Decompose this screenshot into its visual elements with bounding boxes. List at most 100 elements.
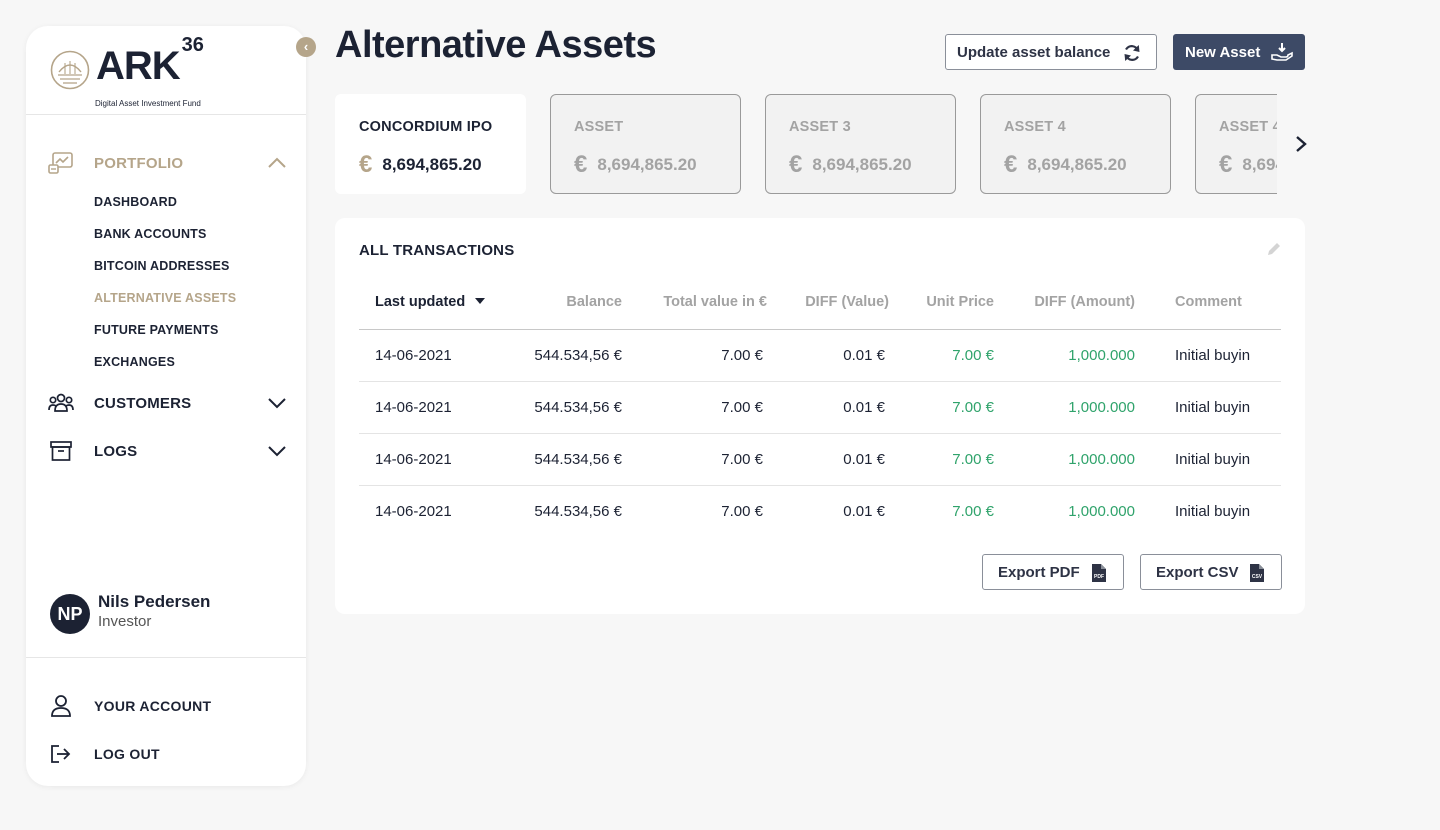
asset-card[interactable]: ASSET 3 €8,694,865.20 [765,94,956,194]
table-row[interactable]: 14-06-2021 544.534,56 € 7.00 € 0.01 € 7.… [359,382,1281,434]
asset-card-value: €8,694,865.20 [359,151,482,178]
cell-unit-price: 7.00 € [952,451,994,468]
chevron-right-icon[interactable] [1290,133,1312,155]
cell-diff-amount: 1,000.000 [1068,347,1135,364]
asset-card[interactable]: CONCORDIUM IPO €8,694,865.20 [335,94,526,194]
chevron-down-icon [268,446,286,457]
cell-date: 14-06-2021 [375,451,452,468]
logo-superscript: 36 [181,33,204,56]
cell-balance: 544.534,56 € [534,347,622,364]
page-title: Alternative Assets [335,24,657,66]
cell-diff-value: 0.01 € [843,451,885,468]
table-row[interactable]: 14-06-2021 544.534,56 € 7.00 € 0.01 € 7.… [359,486,1281,538]
column-header-balance[interactable]: Balance [566,294,622,310]
chevron-left-icon: ‹ [303,39,309,54]
export-pdf-button[interactable]: Export PDF PDF [982,554,1124,590]
sidebar-collapse-button[interactable]: ‹ [296,37,316,57]
sidebar-divider [26,114,306,115]
asset-card-value: €8,694,865.20 [1219,151,1277,178]
column-header-diff-value[interactable]: DIFF (Value) [805,294,889,310]
cell-total-value: 7.00 € [721,503,763,520]
sidebar-divider [26,657,306,658]
log-out-label: LOG OUT [94,746,160,762]
table-row[interactable]: 14-06-2021 544.534,56 € 7.00 € 0.01 € 7.… [359,330,1281,382]
cell-diff-value: 0.01 € [843,399,885,416]
asset-card[interactable]: ASSET 4 €8,694,865.20 [1195,94,1277,194]
transactions-panel: ALL TRANSACTIONS Last updated Balance To… [335,218,1305,614]
asset-card-name: ASSET 3 [789,119,851,135]
export-csv-label: Export CSV [1156,563,1239,581]
row-divider [359,485,1281,486]
cell-balance: 544.534,56 € [534,451,622,468]
cell-diff-amount: 1,000.000 [1068,451,1135,468]
logo-tagline: Digital Asset Investment Fund [95,99,201,108]
asset-card[interactable]: ASSET €8,694,865.20 [550,94,741,194]
asset-card-name: ASSET 4 [1219,119,1277,135]
asset-card-name: CONCORDIUM IPO [359,119,493,135]
refresh-icon [1124,45,1140,61]
cell-diff-value: 0.01 € [843,503,885,520]
chevron-down-icon [268,398,286,409]
panel-title: ALL TRANSACTIONS [359,242,515,259]
export-csv-button[interactable]: Export CSV CSV [1140,554,1282,590]
svg-text:CSV: CSV [1252,574,1263,580]
sidebar-item-exchanges[interactable]: EXCHANGES [94,355,175,369]
sidebar-item-future-payments[interactable]: FUTURE PAYMENTS [94,323,219,337]
asset-card-value: €8,694,865.20 [574,151,697,178]
update-asset-balance-button[interactable]: Update asset balance [945,34,1157,70]
nav-group-label: PORTFOLIO [94,154,184,172]
csv-file-icon: CSV [1250,564,1264,582]
column-header-total-value[interactable]: Total value in € [663,294,767,310]
hand-coin-icon [1271,43,1293,61]
sidebar-item-alternative-assets[interactable]: ALTERNATIVE ASSETS [94,291,237,305]
cell-comment: Initial buyin [1175,399,1251,416]
sidebar-item-bank-accounts[interactable]: BANK ACCOUNTS [94,227,207,241]
euro-icon: € [789,151,803,178]
cell-diff-amount: 1,000.000 [1068,399,1135,416]
column-header-unit-price[interactable]: Unit Price [926,294,994,310]
pencil-icon[interactable] [1265,240,1283,258]
cell-balance: 544.534,56 € [534,399,622,416]
log-out-link[interactable]: LOG OUT [48,741,288,767]
new-asset-button[interactable]: New Asset [1173,34,1305,70]
row-divider [359,433,1281,434]
cell-total-value: 7.00 € [721,347,763,364]
user-profile[interactable]: NP Nils Pedersen Investor [50,592,290,636]
asset-cards-carousel: CONCORDIUM IPO €8,694,865.20 ASSET €8,69… [335,94,1277,194]
asset-card-name: ASSET 4 [1004,119,1066,135]
column-header-last-updated[interactable]: Last updated [375,294,486,310]
portfolio-chart-icon [48,150,74,176]
logo-brand: ARK 36 [96,33,204,88]
archive-box-icon [48,438,74,464]
euro-icon: € [1219,151,1233,178]
nav-group-logs[interactable]: LOGS [48,436,288,466]
row-divider [359,381,1281,382]
cell-unit-price: 7.00 € [952,399,994,416]
column-header-comment[interactable]: Comment [1175,294,1242,310]
user-role: Investor [98,613,152,630]
nav-group-customers[interactable]: CUSTOMERS [48,388,288,418]
euro-icon: € [1004,151,1018,178]
table-row[interactable]: 14-06-2021 544.534,56 € 7.00 € 0.01 € 7.… [359,434,1281,486]
logout-icon [48,743,74,765]
cell-date: 14-06-2021 [375,347,452,364]
euro-icon: € [359,151,373,178]
table-header-divider [359,329,1281,330]
asset-card[interactable]: ASSET 4 €8,694,865.20 [980,94,1171,194]
sidebar-item-dashboard[interactable]: DASHBOARD [94,195,178,209]
sidebar-item-bitcoin-addresses[interactable]: BITCOIN ADDRESSES [94,259,230,273]
column-header-diff-amount[interactable]: DIFF (Amount) [1034,294,1135,310]
cell-unit-price: 7.00 € [952,503,994,520]
asset-card-value: €8,694,865.20 [789,151,912,178]
nav-group-portfolio[interactable]: PORTFOLIO [48,148,288,178]
asset-card-name: ASSET [574,119,624,135]
euro-icon: € [574,151,588,178]
chevron-up-icon [268,157,286,168]
cell-unit-price: 7.00 € [952,347,994,364]
logo-mark-icon [50,50,90,90]
asset-card-value: €8,694,865.20 [1004,151,1127,178]
export-pdf-label: Export PDF [998,563,1080,581]
sort-desc-icon [475,298,486,304]
cell-diff-amount: 1,000.000 [1068,503,1135,520]
your-account-link[interactable]: YOUR ACCOUNT [48,693,288,719]
